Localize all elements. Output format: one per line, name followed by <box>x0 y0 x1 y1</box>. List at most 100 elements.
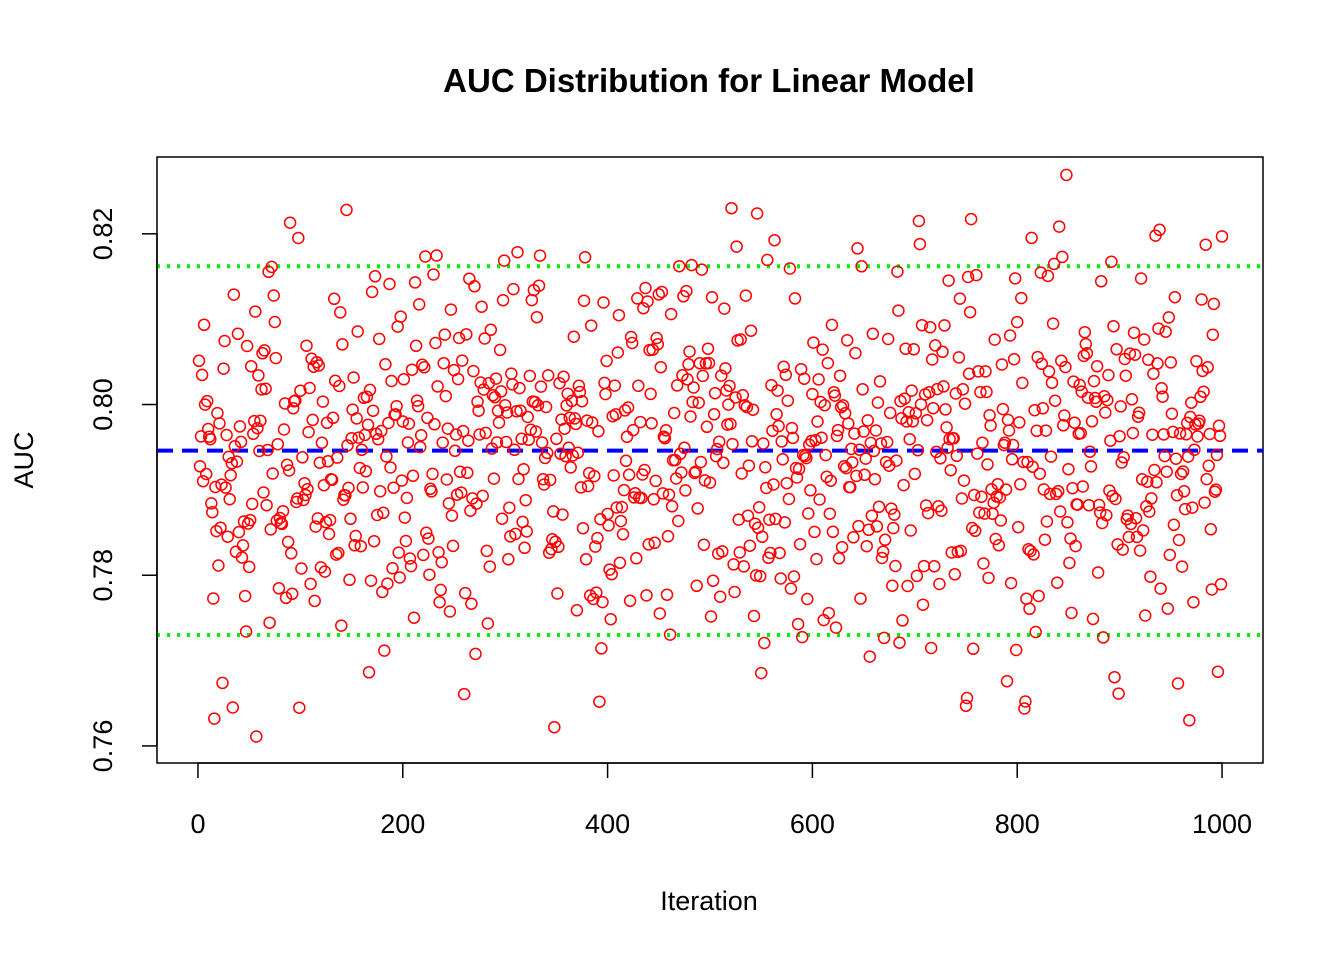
data-point <box>960 691 974 705</box>
data-point <box>853 443 866 456</box>
data-point <box>533 249 547 262</box>
data-point <box>825 318 839 332</box>
data-point <box>904 524 917 537</box>
data-point <box>590 586 603 599</box>
data-point <box>252 369 265 382</box>
data-point <box>506 378 519 391</box>
data-point <box>640 589 653 602</box>
data-point <box>785 421 799 435</box>
data-point <box>518 541 531 555</box>
data-point <box>250 730 263 743</box>
data-point <box>1048 394 1062 407</box>
data-point <box>451 372 465 386</box>
data-point <box>1023 602 1036 616</box>
data-point <box>917 559 931 573</box>
data-point <box>577 294 591 307</box>
data-point <box>693 356 707 370</box>
data-point <box>800 451 813 465</box>
data-point <box>753 569 767 583</box>
data-point <box>638 463 651 477</box>
data-point <box>345 431 358 445</box>
data-point <box>371 433 385 446</box>
data-point <box>312 359 326 372</box>
data-point <box>1207 297 1221 311</box>
data-point <box>637 301 650 315</box>
data-point <box>893 636 906 649</box>
data-point <box>409 339 423 353</box>
data-point <box>403 552 417 565</box>
data-point <box>739 289 753 302</box>
data-point <box>1134 272 1148 285</box>
data-point <box>1205 583 1219 596</box>
data-point <box>408 276 422 289</box>
data-point <box>1102 368 1115 382</box>
data-point <box>584 319 598 332</box>
data-point <box>233 420 247 433</box>
data-point <box>589 540 602 553</box>
data-point <box>232 525 246 539</box>
data-point <box>534 380 548 393</box>
data-point <box>513 381 526 395</box>
data-point <box>861 414 874 427</box>
data-point <box>334 306 347 319</box>
data-point <box>856 383 869 396</box>
data-point <box>1112 687 1125 700</box>
data-point <box>744 324 758 337</box>
data-point <box>1144 570 1157 583</box>
data-point <box>1035 357 1049 371</box>
data-point <box>630 552 643 565</box>
data-point <box>441 422 455 435</box>
data-point <box>690 579 703 593</box>
data-point <box>634 415 647 429</box>
data-point <box>1082 498 1096 512</box>
data-point <box>286 402 300 415</box>
data-point <box>462 434 475 447</box>
data-point <box>774 572 787 585</box>
data-point <box>890 454 903 467</box>
data-point <box>384 461 397 474</box>
data-point <box>967 488 981 502</box>
data-point <box>598 376 611 390</box>
data-point <box>329 548 343 561</box>
data-point <box>568 412 582 425</box>
data-point <box>1116 543 1129 556</box>
data-point <box>961 270 975 284</box>
data-point <box>670 379 684 392</box>
data-point <box>704 610 718 623</box>
data-point <box>499 435 513 449</box>
data-point <box>530 310 544 324</box>
x-tick-label-1000: 1000 <box>1192 809 1252 839</box>
data-point <box>442 497 456 510</box>
data-point <box>906 415 920 428</box>
data-point <box>1075 385 1088 398</box>
data-point <box>1024 544 1037 558</box>
data-point <box>437 356 450 370</box>
data-point <box>1000 674 1014 688</box>
data-point <box>735 467 748 480</box>
data-point <box>1080 347 1094 360</box>
data-point <box>352 431 365 444</box>
data-point <box>293 701 306 714</box>
data-point <box>302 425 315 439</box>
data-point <box>617 483 631 497</box>
data-point <box>976 436 989 449</box>
data-point <box>1073 378 1086 392</box>
data-point <box>604 612 617 626</box>
data-point <box>709 449 723 463</box>
data-point <box>1031 350 1044 364</box>
data-point <box>741 509 755 522</box>
data-point <box>259 382 272 395</box>
data-point <box>595 642 608 655</box>
data-point <box>761 253 774 267</box>
data-point <box>1087 374 1101 388</box>
data-point <box>628 487 642 500</box>
data-point <box>962 367 976 381</box>
data-point <box>1214 578 1228 591</box>
data-point <box>600 354 613 368</box>
data-point <box>453 465 467 479</box>
data-point <box>806 387 819 401</box>
data-point <box>691 502 704 515</box>
data-point <box>361 418 375 432</box>
data-point <box>647 493 660 506</box>
data-point <box>977 557 990 570</box>
